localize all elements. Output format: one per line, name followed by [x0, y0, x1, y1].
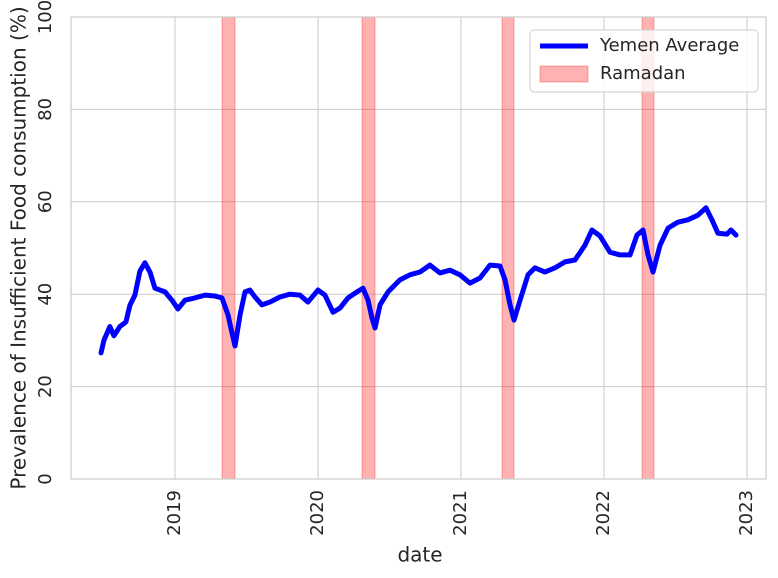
y-tick-label: 100: [35, 0, 56, 34]
x-tick-label: 2022: [593, 490, 614, 536]
legend-label: Yemen Average: [599, 35, 739, 56]
x-tick-label: 2020: [307, 490, 328, 536]
data-line: [98, 205, 739, 356]
y-tick-label: 0: [35, 473, 56, 484]
legend: Yemen Average Ramadan: [529, 29, 759, 93]
x-tick-label: 2023: [736, 490, 757, 536]
plot-frame: [70, 16, 767, 480]
y-tick-label: 60: [35, 190, 56, 213]
ramadan-span: [221, 16, 236, 480]
y-tick-label: 20: [35, 375, 56, 398]
legend-swatch: [539, 65, 589, 83]
legend-label: Ramadan: [600, 63, 686, 84]
y-tick-label: 80: [35, 98, 56, 121]
ramadan-span: [361, 16, 376, 480]
x-axis-label: date: [397, 543, 442, 567]
y-tick-label: 40: [35, 283, 56, 306]
ramadan-span: [501, 16, 515, 480]
x-tick-label: 2021: [450, 490, 471, 536]
y-axis-label: Prevalence of Insufficient Food consumpt…: [7, 6, 31, 489]
x-tick-label: 2019: [164, 490, 185, 536]
